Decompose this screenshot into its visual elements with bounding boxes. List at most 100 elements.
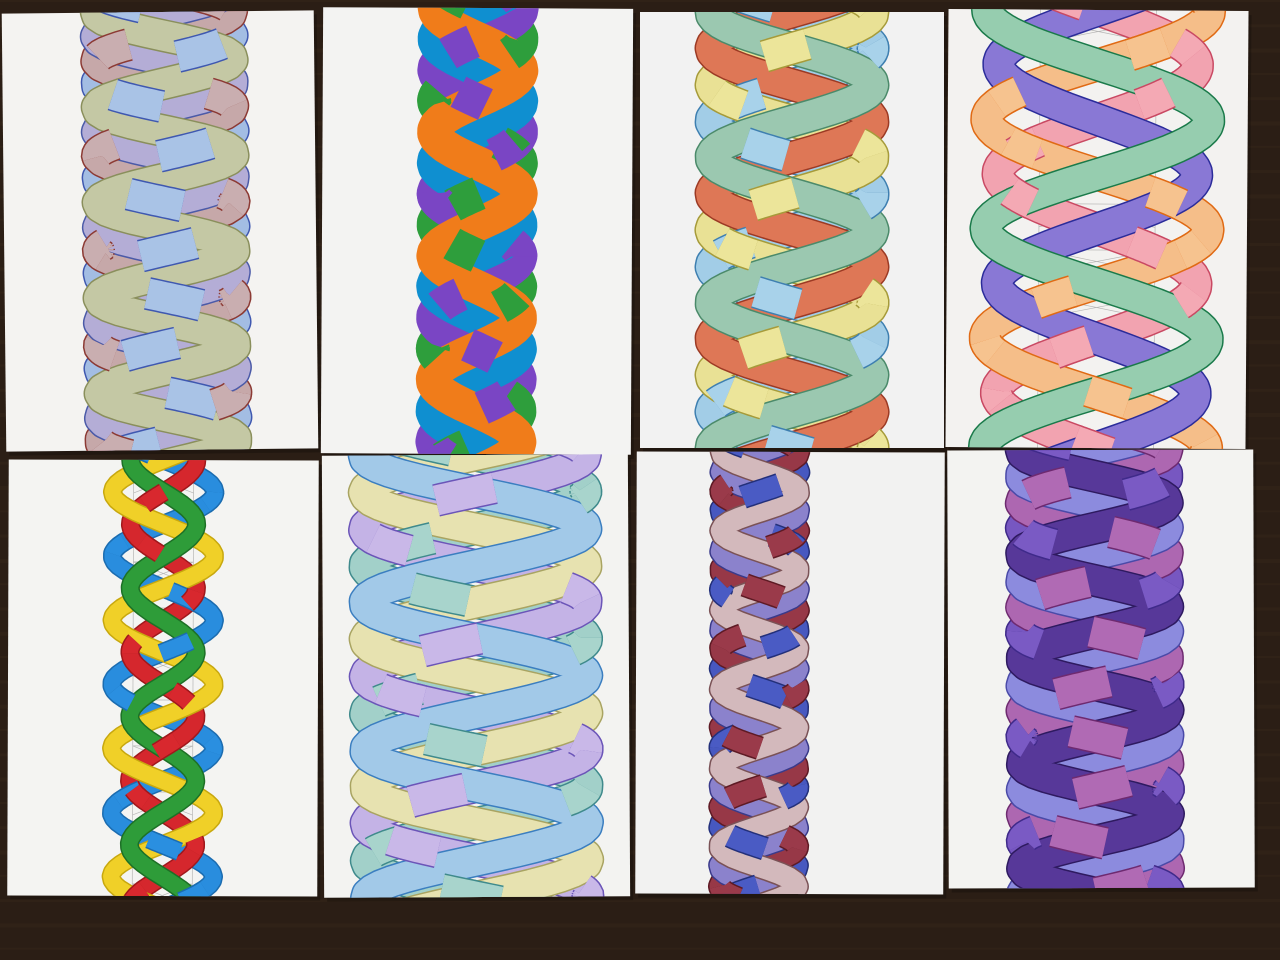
drawing-sheet	[320, 7, 637, 459]
braid-over-segment	[1133, 77, 1176, 121]
braid-over-segment	[432, 471, 498, 517]
braid-over-segment	[125, 783, 152, 810]
braid-over-segment	[428, 278, 468, 320]
braid-over-segment	[559, 778, 601, 817]
braid-over-segment	[1021, 466, 1072, 510]
braid-over-segment	[709, 474, 734, 507]
braid-over-segment	[139, 483, 169, 513]
braid-over-segment	[216, 177, 251, 217]
braid-over-segment	[979, 387, 1014, 414]
braid-over-segment	[136, 533, 165, 563]
braid-strand	[980, 8, 1214, 450]
braid-over-segment	[1107, 515, 1161, 560]
braid-over-segment	[185, 835, 206, 857]
braid-over-segment	[385, 823, 442, 868]
braid-over-segment	[439, 25, 480, 69]
braid-over-segment	[124, 177, 186, 223]
braid-over-segment	[408, 572, 472, 617]
braid-over-segment	[707, 80, 749, 122]
braid-over-segment	[721, 724, 764, 760]
braid-over-segment	[120, 326, 181, 372]
braid-over-segment	[365, 523, 414, 567]
braid-over-segment	[1004, 624, 1045, 660]
braid-over-segment	[80, 128, 121, 165]
braid-over-segment	[1174, 229, 1212, 270]
wood-grain-line	[0, 947, 1280, 950]
braid-over-segment	[738, 473, 784, 509]
braid-over-segment	[1144, 176, 1189, 220]
braid-over-segment	[1000, 126, 1043, 170]
drawing-sheet	[947, 449, 1258, 893]
wood-grain-line	[0, 923, 1280, 928]
braid-over-segment	[106, 684, 136, 712]
braid-strand	[694, 12, 890, 448]
braid-over-segment	[374, 673, 427, 718]
braid-over-segment	[209, 382, 253, 421]
braid-over-segment	[560, 572, 602, 610]
braid-over-segment	[144, 277, 206, 322]
braid-over-segment	[1049, 325, 1095, 369]
braid-strand	[1004, 449, 1186, 889]
braid-over-segment	[181, 588, 206, 611]
braid-over-segment	[722, 375, 769, 420]
braid-over-segment	[438, 873, 504, 898]
braid-over-segment	[218, 279, 252, 321]
braid-over-segment	[724, 825, 769, 861]
braid-over-segment	[151, 731, 182, 761]
drawing-sheets-grid	[1, 7, 1258, 902]
braid-over-segment	[708, 576, 735, 608]
braid-over-segment	[418, 437, 457, 455]
braid-over-segment	[415, 339, 450, 369]
braid-over-segment	[708, 880, 743, 895]
braid-over-segment	[1067, 715, 1129, 760]
drawing-sheet	[7, 459, 322, 901]
braid-over-segment	[491, 282, 530, 322]
wood-grain-line	[0, 899, 1280, 903]
braid-over-segment	[82, 336, 120, 372]
braid-over-segment	[1005, 718, 1039, 759]
braid-over-segment	[120, 634, 143, 654]
braid-over-segment	[443, 228, 486, 272]
braid-over-segment	[759, 28, 812, 73]
braid-strand	[119, 459, 207, 897]
braid-over-segment	[851, 128, 889, 164]
braid-over-segment	[723, 774, 767, 810]
braid-over-segment	[1035, 565, 1092, 611]
braid-over-segment	[854, 187, 890, 220]
braid-over-segment	[779, 825, 810, 853]
braid-over-segment	[737, 325, 788, 370]
braid-over-segment	[1087, 615, 1147, 660]
braid-over-segment	[107, 78, 166, 123]
braid-over-segment	[88, 431, 135, 452]
braid-over-segment	[450, 76, 493, 120]
braid-over-segment	[1138, 571, 1182, 610]
braid-over-segment	[103, 533, 130, 558]
braid-over-segment	[740, 573, 786, 609]
braid-over-segment	[781, 679, 810, 709]
braid-over-segment	[1012, 519, 1059, 561]
braid-over-segment	[751, 276, 803, 321]
braid-over-segment	[765, 526, 805, 559]
drawing-sheet	[321, 454, 634, 902]
braid-over-segment	[202, 733, 224, 756]
braid-over-segment	[856, 35, 890, 69]
braid-over-segment	[107, 426, 163, 452]
braid-over-segment	[969, 334, 1006, 366]
braid-over-segment	[778, 782, 810, 810]
braid-over-segment	[1125, 27, 1171, 71]
braid-over-segment	[157, 632, 195, 663]
braid-over-segment	[714, 227, 759, 271]
braid-over-segment	[765, 424, 815, 448]
braid-over-segment	[461, 329, 503, 373]
braid-over-segment	[418, 622, 484, 668]
braid-over-segment	[177, 881, 211, 897]
braid-over-segment	[571, 875, 605, 898]
braid-over-segment	[164, 376, 223, 421]
drawing-sheet	[1, 10, 322, 456]
braid-over-segment	[81, 229, 116, 271]
braid-over-segment	[745, 673, 790, 710]
braid-over-segment	[123, 881, 150, 897]
braid-over-segment	[1151, 766, 1185, 806]
drawing-sheet	[640, 12, 947, 452]
